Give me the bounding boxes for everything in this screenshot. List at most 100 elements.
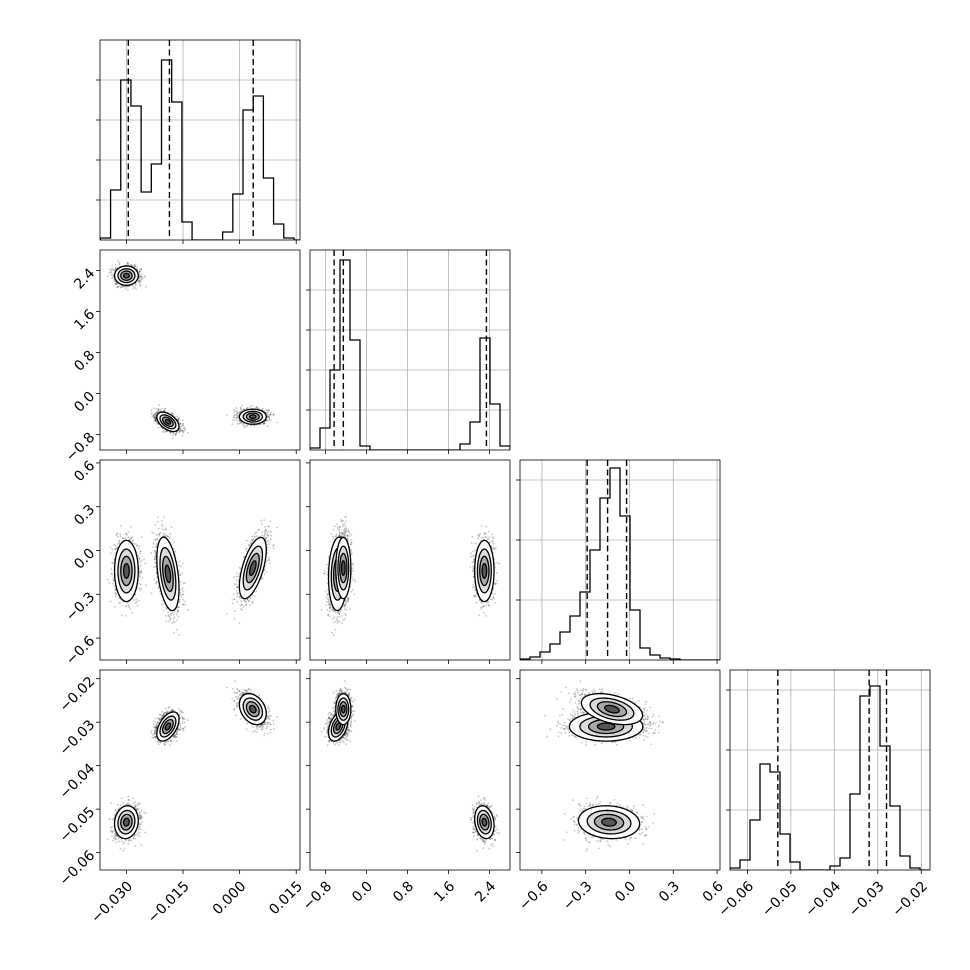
sample-point <box>121 286 124 288</box>
sample-point <box>231 423 234 426</box>
sample-point <box>123 285 126 288</box>
sample-point <box>266 415 269 418</box>
sample-point <box>251 404 253 407</box>
sample-point <box>272 413 275 416</box>
sample-point <box>158 408 160 411</box>
sample-point <box>117 259 120 262</box>
sample-point <box>233 414 236 417</box>
sample-point <box>236 601 238 603</box>
sample-point <box>110 269 112 272</box>
sample-point <box>268 414 271 416</box>
sample-point <box>269 411 272 414</box>
sample-point <box>267 410 269 413</box>
sample-point <box>118 263 121 265</box>
sample-point <box>182 422 184 425</box>
sample-point <box>152 566 155 569</box>
sample-point <box>268 418 271 421</box>
sample-point <box>110 271 113 274</box>
sample-point <box>263 535 266 538</box>
sample-point <box>182 603 184 605</box>
sample-point <box>160 519 163 522</box>
sample-point <box>163 409 166 412</box>
sample-point <box>139 589 141 592</box>
sample-point <box>266 559 269 562</box>
sample-point <box>144 275 146 277</box>
sample-point <box>155 418 157 421</box>
sample-point <box>169 431 171 434</box>
sample-point <box>238 412 240 415</box>
sample-point <box>157 409 160 411</box>
sample-point <box>236 592 239 595</box>
sample-point <box>165 430 168 433</box>
sample-point <box>141 277 144 280</box>
sample-point <box>178 571 181 573</box>
sample-point <box>157 533 160 536</box>
sample-point <box>114 266 117 269</box>
sample-point <box>138 270 141 273</box>
sample-point <box>179 428 182 431</box>
sample-point <box>239 407 242 410</box>
sample-point <box>140 569 142 572</box>
sample-point <box>114 268 117 271</box>
sample-point <box>242 556 245 559</box>
sample-point <box>155 419 157 422</box>
sample-point <box>265 409 268 412</box>
sample-point <box>169 412 172 414</box>
sample-point <box>167 615 170 618</box>
sample-point <box>139 279 142 282</box>
sample-point <box>108 271 111 274</box>
sample-point <box>158 404 161 406</box>
sample-point <box>119 286 122 289</box>
sample-point <box>164 430 167 433</box>
sample-point <box>253 424 256 427</box>
histogram-step <box>730 685 930 870</box>
sample-point <box>172 432 175 435</box>
sample-point <box>155 580 158 583</box>
sample-point <box>246 406 249 409</box>
sample-point <box>172 620 175 623</box>
sample-point <box>153 419 156 422</box>
sample-point <box>135 284 137 286</box>
histogram-panel-3 <box>520 460 720 660</box>
sample-point <box>241 608 244 611</box>
sample-point <box>153 416 156 418</box>
sample-point <box>139 268 142 271</box>
sample-point <box>117 286 119 289</box>
sample-point <box>163 408 166 410</box>
sample-point <box>177 416 180 419</box>
sample-point <box>134 263 137 266</box>
sample-point <box>112 276 115 279</box>
sample-point <box>139 282 141 285</box>
sample-point <box>179 594 182 597</box>
sample-point <box>244 425 247 428</box>
sample-point <box>179 429 182 432</box>
sample-point <box>139 561 142 563</box>
sample-point <box>144 286 147 288</box>
sample-point <box>116 266 118 269</box>
sample-point <box>179 423 182 425</box>
scatter-panel-2-0 <box>107 516 278 636</box>
sample-point <box>122 604 124 607</box>
sample-point <box>162 409 165 412</box>
sample-point <box>239 410 241 413</box>
sample-point <box>165 608 168 610</box>
sample-point <box>120 524 122 527</box>
sample-point <box>178 431 181 434</box>
sample-point <box>270 419 272 422</box>
sample-point <box>139 276 141 278</box>
sample-point <box>268 408 270 411</box>
sample-point <box>164 527 167 530</box>
sample-point <box>140 278 143 281</box>
sample-point <box>173 631 175 634</box>
sample-point <box>176 611 179 613</box>
sample-point <box>151 415 154 418</box>
sample-point <box>268 417 271 420</box>
sample-point <box>140 275 143 278</box>
sample-point <box>236 416 238 419</box>
sample-point <box>123 285 125 288</box>
sample-point <box>255 407 258 409</box>
sample-point <box>171 412 174 415</box>
sample-point <box>175 432 177 435</box>
sample-point <box>139 284 142 287</box>
